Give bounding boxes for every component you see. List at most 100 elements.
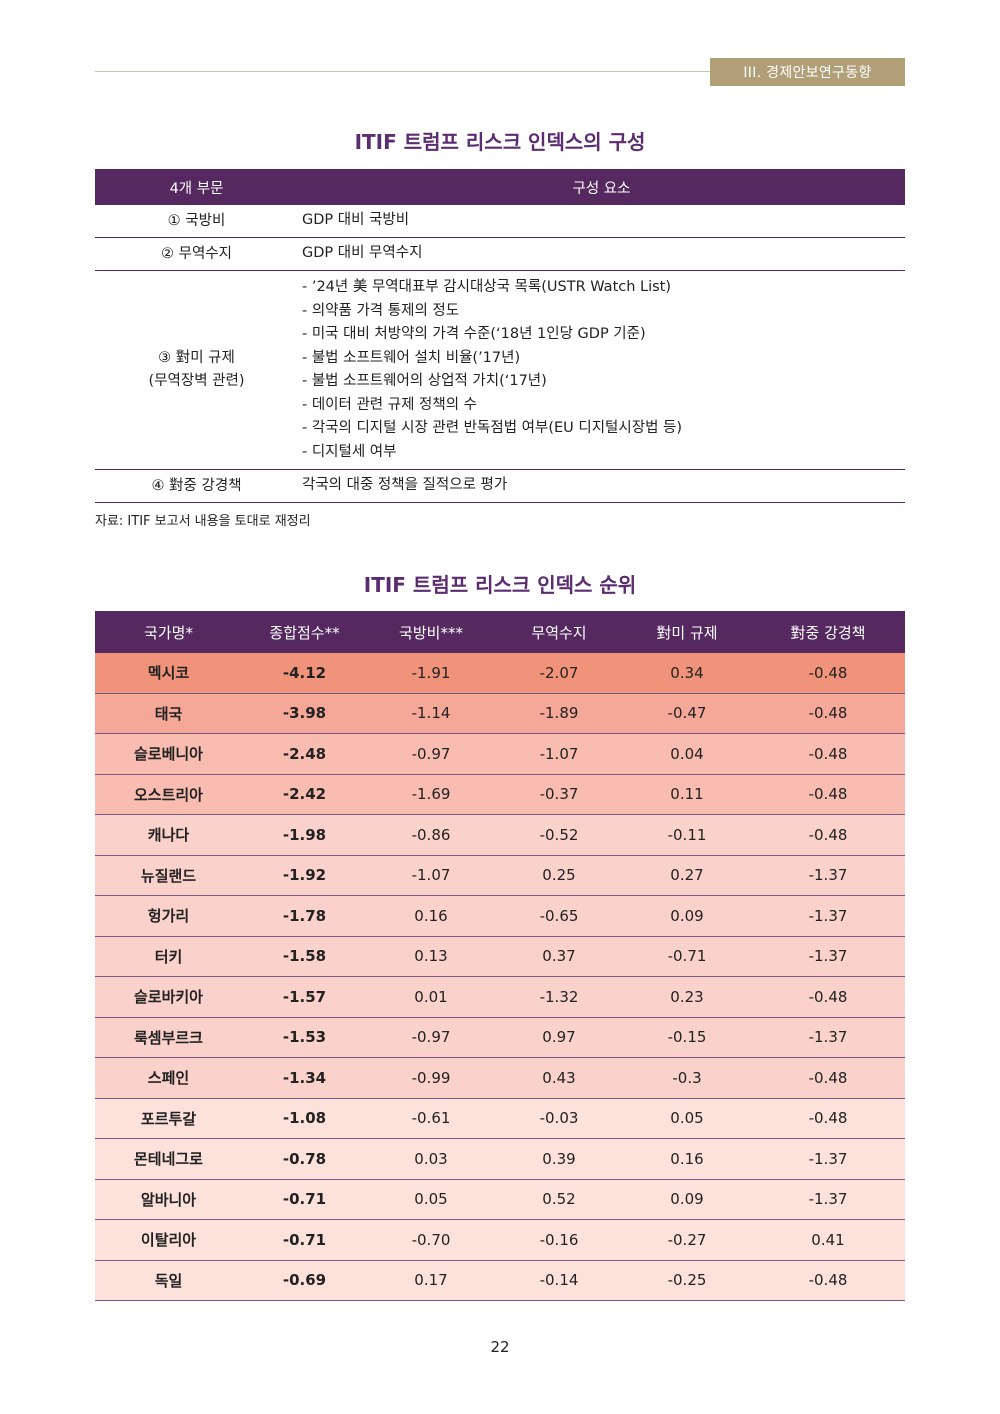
table-row: 스페인 -1.34 -0.99 0.43 -0.3 -0.48 xyxy=(95,1057,905,1099)
defense-cell: 0.17 xyxy=(367,1260,495,1301)
header-country: 국가명* xyxy=(95,611,242,653)
category-label: ③ 對미 규제 xyxy=(158,350,235,366)
trade-balance-cell: -1.32 xyxy=(495,976,623,1018)
china-policy-cell: 0.41 xyxy=(751,1219,905,1261)
trade-balance-cell: -0.03 xyxy=(495,1098,623,1139)
table1-row: ④ 對중 강경책 각국의 대중 정책을 질적으로 평가 xyxy=(95,469,905,503)
country-cell: 슬로베니아 xyxy=(95,733,242,775)
country-cell: 이탈리아 xyxy=(95,1219,242,1261)
component-item: - ’24년 美 무역대표부 감시대상국 목록(USTR Watch List) xyxy=(302,279,672,295)
country-cell: 멕시코 xyxy=(95,653,242,694)
defense-cell: 0.05 xyxy=(367,1179,495,1220)
us-regulation-cell: 0.11 xyxy=(623,774,751,815)
components-cell: GDP 대비 국방비 xyxy=(298,205,905,238)
country-cell: 터키 xyxy=(95,936,242,977)
table-row: 몬테네그로 -0.78 0.03 0.39 0.16 -1.37 xyxy=(95,1138,905,1180)
header-trade-balance: 무역수지 xyxy=(495,611,623,653)
components-cell: GDP 대비 무역수지 xyxy=(298,237,905,271)
trade-balance-cell: -0.52 xyxy=(495,814,623,856)
trade-balance-cell: -1.07 xyxy=(495,733,623,775)
trade-balance-cell: -1.89 xyxy=(495,693,623,734)
us-regulation-cell: 0.23 xyxy=(623,976,751,1018)
trade-balance-cell: -2.07 xyxy=(495,653,623,694)
china-policy-cell: -0.48 xyxy=(751,653,905,694)
component-item: - 불법 소프트웨어의 상업적 가치(‘17년) xyxy=(302,373,547,389)
table-row: 알바니아 -0.71 0.05 0.52 0.09 -1.37 xyxy=(95,1179,905,1220)
defense-cell: 0.16 xyxy=(367,895,495,937)
trade-balance-cell: 0.52 xyxy=(495,1179,623,1220)
total-score-cell: -0.78 xyxy=(242,1138,367,1180)
category-cell: ② 무역수지 xyxy=(95,237,298,271)
country-cell: 헝가리 xyxy=(95,895,242,937)
country-cell: 몬테네그로 xyxy=(95,1138,242,1180)
total-score-cell: -1.58 xyxy=(242,936,367,977)
total-score-cell: -0.71 xyxy=(242,1219,367,1261)
defense-cell: 0.03 xyxy=(367,1138,495,1180)
table1-header-category: 4개 부문 xyxy=(95,169,298,205)
trade-balance-cell: 0.43 xyxy=(495,1057,623,1099)
composition-table: 4개 부문 구성 요소 ① 국방비 GDP 대비 국방비 ② 무역수지 GDP … xyxy=(95,169,905,503)
table1-row: ① 국방비 GDP 대비 국방비 xyxy=(95,205,905,238)
total-score-cell: -1.08 xyxy=(242,1098,367,1139)
country-cell: 포르투갈 xyxy=(95,1098,242,1139)
china-policy-cell: -1.37 xyxy=(751,855,905,896)
us-regulation-cell: -0.27 xyxy=(623,1219,751,1261)
total-score-cell: -1.78 xyxy=(242,895,367,937)
table-row: 터키 -1.58 0.13 0.37 -0.71 -1.37 xyxy=(95,936,905,977)
defense-cell: -0.99 xyxy=(367,1057,495,1099)
trade-balance-cell: 0.37 xyxy=(495,936,623,977)
table-row: 독일 -0.69 0.17 -0.14 -0.25 -0.48 xyxy=(95,1260,905,1301)
table1-header-row: 4개 부문 구성 요소 xyxy=(95,169,905,205)
component-item: - 미국 대비 처방약의 가격 수준(‘18년 1인당 GDP 기준) xyxy=(302,326,646,342)
china-policy-cell: -0.48 xyxy=(751,774,905,815)
table2-title: ITIF 트럼프 리스크 인덱스 순위 xyxy=(363,573,637,597)
total-score-cell: -1.92 xyxy=(242,855,367,896)
total-score-cell: -1.34 xyxy=(242,1057,367,1099)
category-label: ① 국방비 xyxy=(167,212,226,229)
ranking-table: 국가명* 종합점수** 국방비*** 무역수지 對미 규제 對중 강경책 멕시코… xyxy=(95,611,905,1301)
us-regulation-cell: 0.09 xyxy=(623,1179,751,1220)
table-row: 태국 -3.98 -1.14 -1.89 -0.47 -0.48 xyxy=(95,693,905,734)
china-policy-cell: -1.37 xyxy=(751,895,905,937)
table1-row: ③ 對미 규제 (무역장벽 관련) - ’24년 美 무역대표부 감시대상국 목… xyxy=(95,270,905,470)
us-regulation-cell: 0.05 xyxy=(623,1098,751,1139)
us-regulation-cell: 0.04 xyxy=(623,733,751,775)
china-policy-cell: -0.48 xyxy=(751,1260,905,1301)
total-score-cell: -2.42 xyxy=(242,774,367,815)
country-cell: 알바니아 xyxy=(95,1179,242,1220)
us-regulation-cell: 0.16 xyxy=(623,1138,751,1180)
us-regulation-cell: -0.11 xyxy=(623,814,751,856)
component-item: - 의약품 가격 통제의 정도 xyxy=(302,302,460,319)
section-tag: III. 경제안보연구동향 xyxy=(710,58,905,86)
china-policy-cell: -1.37 xyxy=(751,1138,905,1180)
country-cell: 독일 xyxy=(95,1260,242,1301)
table1-row: ② 무역수지 GDP 대비 무역수지 xyxy=(95,237,905,271)
defense-cell: -0.97 xyxy=(367,1017,495,1058)
component-item: GDP 대비 무역수지 xyxy=(302,245,423,262)
category-label: ④ 對중 강경책 xyxy=(151,477,242,494)
defense-cell: 0.13 xyxy=(367,936,495,977)
country-cell: 스페인 xyxy=(95,1057,242,1099)
table2-header-row: 국가명* 종합점수** 국방비*** 무역수지 對미 규제 對중 강경책 xyxy=(95,611,905,653)
category-label: ② 무역수지 xyxy=(161,245,232,262)
us-regulation-cell: -0.25 xyxy=(623,1260,751,1301)
component-item: 각국의 대중 정책을 질적으로 평가 xyxy=(302,477,508,494)
defense-cell: -0.70 xyxy=(367,1219,495,1261)
table1-header-components: 구성 요소 xyxy=(298,169,905,205)
component-item: GDP 대비 국방비 xyxy=(302,212,410,229)
china-policy-cell: -0.48 xyxy=(751,976,905,1018)
components-cell: - ’24년 美 무역대표부 감시대상국 목록(USTR Watch List)… xyxy=(298,270,905,470)
component-item: - 디지털세 여부 xyxy=(302,443,397,460)
us-regulation-cell: 0.09 xyxy=(623,895,751,937)
trade-balance-cell: 0.97 xyxy=(495,1017,623,1058)
defense-cell: -0.61 xyxy=(367,1098,495,1139)
table-row: 룩셈부르크 -1.53 -0.97 0.97 -0.15 -1.37 xyxy=(95,1017,905,1058)
page-number: 22 xyxy=(490,1338,510,1356)
total-score-cell: -1.53 xyxy=(242,1017,367,1058)
components-cell: 각국의 대중 정책을 질적으로 평가 xyxy=(298,469,905,503)
table-row: 이탈리아 -0.71 -0.70 -0.16 -0.27 0.41 xyxy=(95,1219,905,1261)
table-row: 멕시코 -4.12 -1.91 -2.07 0.34 -0.48 xyxy=(95,653,905,694)
table-row: 캐나다 -1.98 -0.86 -0.52 -0.11 -0.48 xyxy=(95,814,905,856)
total-score-cell: -2.48 xyxy=(242,733,367,775)
country-cell: 캐나다 xyxy=(95,814,242,856)
